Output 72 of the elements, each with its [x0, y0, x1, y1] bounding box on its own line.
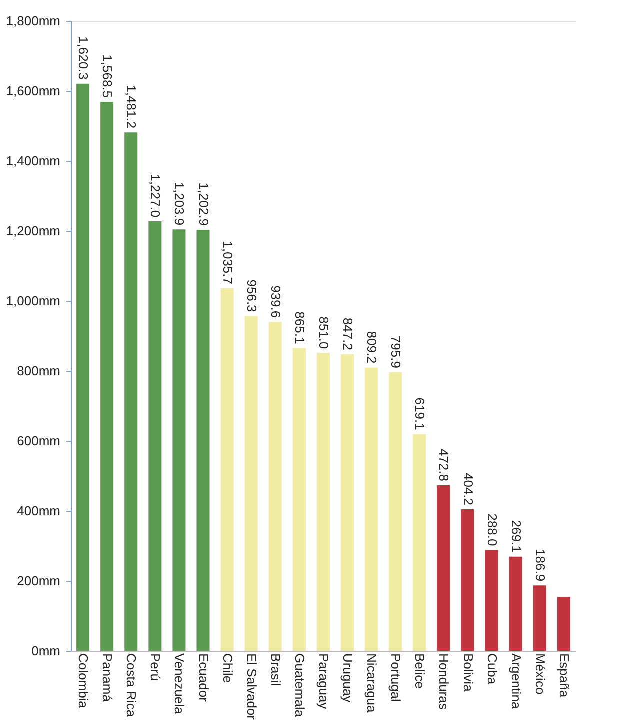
bar: [317, 353, 330, 651]
x-tick-label: Uruguay: [340, 654, 356, 704]
x-tick-label: Portugal: [388, 654, 404, 702]
data-label: 939.6: [268, 286, 284, 318]
x-tick-label: Belice: [412, 654, 428, 689]
bar: [244, 316, 258, 651]
bar: [533, 586, 546, 651]
x-tick-label: Bolivia: [460, 654, 476, 693]
y-tick-label: 1,400mm: [6, 154, 60, 168]
data-label: 619.1: [412, 398, 428, 430]
data-label: 956.3: [244, 280, 260, 312]
y-tick-label: 1,000mm: [6, 294, 60, 308]
bar: [485, 550, 498, 651]
data-label: 472.8: [436, 448, 452, 482]
data-label: 1,035.7: [220, 241, 236, 285]
data-label: 288.0: [484, 514, 500, 546]
y-tick-label: 1,800mm: [6, 14, 60, 28]
bar: [76, 84, 90, 651]
data-label: 809.2: [364, 331, 380, 364]
x-tick-label: Ecuador: [196, 654, 212, 703]
bar: [509, 556, 522, 651]
data-label: 1,227.0: [148, 174, 164, 218]
y-tick-label: 1,200mm: [6, 224, 60, 238]
x-tick-label: Venezuela: [172, 654, 188, 715]
data-label: 404.2: [460, 472, 476, 506]
x-tick-label: Nicaragua: [364, 654, 380, 714]
x-tick-label: Argentina: [508, 654, 524, 710]
data-label: 851.0: [316, 316, 332, 350]
bar: [365, 368, 378, 651]
x-tick-label: Costa Rica: [124, 654, 140, 718]
x-tick-label: Perú: [148, 654, 164, 681]
bar: [437, 486, 450, 651]
bar: [220, 288, 234, 651]
x-tick-label: Colombia: [76, 654, 92, 710]
y-tick-label: 400mm: [17, 504, 60, 518]
data-label: 1,568.5: [100, 54, 116, 98]
bar: [292, 348, 306, 651]
bar: [196, 230, 210, 651]
data-label: 1,620.3: [76, 36, 92, 80]
bar: [413, 434, 426, 651]
data-label: 269.1: [508, 520, 524, 553]
data-label: 865.1: [292, 312, 308, 344]
bar: [268, 322, 282, 651]
data-label: 795.9: [388, 336, 404, 368]
y-tick-label: 200mm: [17, 574, 60, 588]
y-tick-label: 1,600mm: [6, 84, 60, 98]
bar: [148, 222, 162, 651]
y-tick-label: 600mm: [17, 434, 60, 448]
bar: [100, 102, 114, 651]
bar: [124, 132, 138, 651]
y-tick-label: 0mm: [32, 644, 60, 658]
bar: [172, 230, 186, 651]
y-tick-label: 800mm: [17, 364, 60, 378]
x-tick-label: El Salvador: [244, 654, 260, 721]
x-tick-label: México: [532, 654, 548, 695]
x-tick-label: Chile: [220, 654, 236, 684]
bar: [389, 372, 402, 651]
data-label: 847.2: [340, 318, 356, 350]
x-tick-label: Panamá: [100, 654, 116, 703]
bar: [557, 597, 570, 651]
data-label: 1,202.9: [196, 182, 212, 226]
data-label: 1,203.9: [172, 182, 188, 226]
bar: [461, 510, 474, 651]
x-tick-label: España: [556, 654, 572, 698]
data-label: 186.9: [532, 549, 548, 582]
bar: [341, 354, 354, 651]
x-tick-label: Honduras: [436, 654, 452, 710]
x-tick-label: Paraguay: [316, 654, 332, 710]
x-tick-label: Cuba: [484, 654, 500, 686]
data-label: 1,481.2: [124, 85, 140, 129]
x-tick-label: Brasil: [268, 654, 284, 686]
x-tick-label: Guatemala: [292, 654, 308, 718]
